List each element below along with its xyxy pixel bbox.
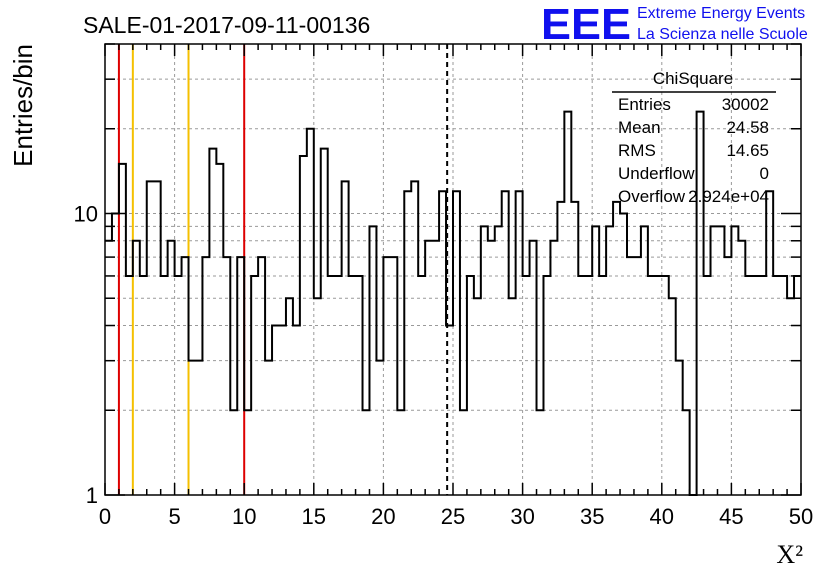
x-tick-label: 35 [580, 504, 604, 529]
x-tick-label: 15 [302, 504, 326, 529]
logo-line-1: Extreme Energy Events [637, 5, 805, 22]
logo-line-2: La Scienza nelle Scuole [637, 26, 808, 43]
stats-label: Underflow [618, 164, 695, 183]
histogram-line [105, 110, 801, 496]
x-axis-label: X² [776, 540, 803, 569]
y-tick-label: 1 [86, 483, 98, 508]
x-tick-label: 0 [99, 504, 111, 529]
stats-value: 30002 [722, 95, 769, 114]
stats-value: 2.924e+04 [688, 187, 769, 206]
tick-labels: 0 5 10 15 20 25 30 35 40 45 50 1 10 [74, 201, 814, 529]
stats-value: 14.65 [726, 141, 769, 160]
stats-label: Overflow [618, 187, 686, 206]
y-axis-label: Entries/bin [8, 44, 38, 167]
stats-box: ChiSquare Entries 30002 Mean 24.58 RMS 14.65 U… [612, 69, 776, 206]
x-tick-label: 10 [232, 504, 256, 529]
x-tick-label: 5 [168, 504, 180, 529]
x-tick-label: 25 [441, 504, 465, 529]
eee-logo: EEE Extreme Energy Events La Scienza nel… [541, 0, 808, 49]
x-tick-label: 50 [789, 504, 813, 529]
stats-rows: Entries 30002 Mean 24.58 RMS 14.65 Underflow 0 O… [618, 95, 769, 206]
axis-ticks [104, 43, 802, 496]
stats-label: Mean [618, 118, 661, 137]
x-tick-label: 40 [650, 504, 674, 529]
stats-title: ChiSquare [653, 69, 733, 88]
x-tick-label: 30 [510, 504, 534, 529]
chart-title: SALE-01-2017-09-11-00136 [83, 12, 370, 38]
y-tick-label: 10 [74, 201, 98, 226]
x-tick-label: 45 [719, 504, 743, 529]
logo-mark: EEE [541, 0, 631, 49]
stats-value: 24.58 [726, 118, 769, 137]
stats-label: RMS [618, 141, 656, 160]
stats-label: Entries [618, 95, 671, 114]
x-tick-label: 20 [371, 504, 395, 529]
stats-value: 0 [760, 164, 769, 183]
